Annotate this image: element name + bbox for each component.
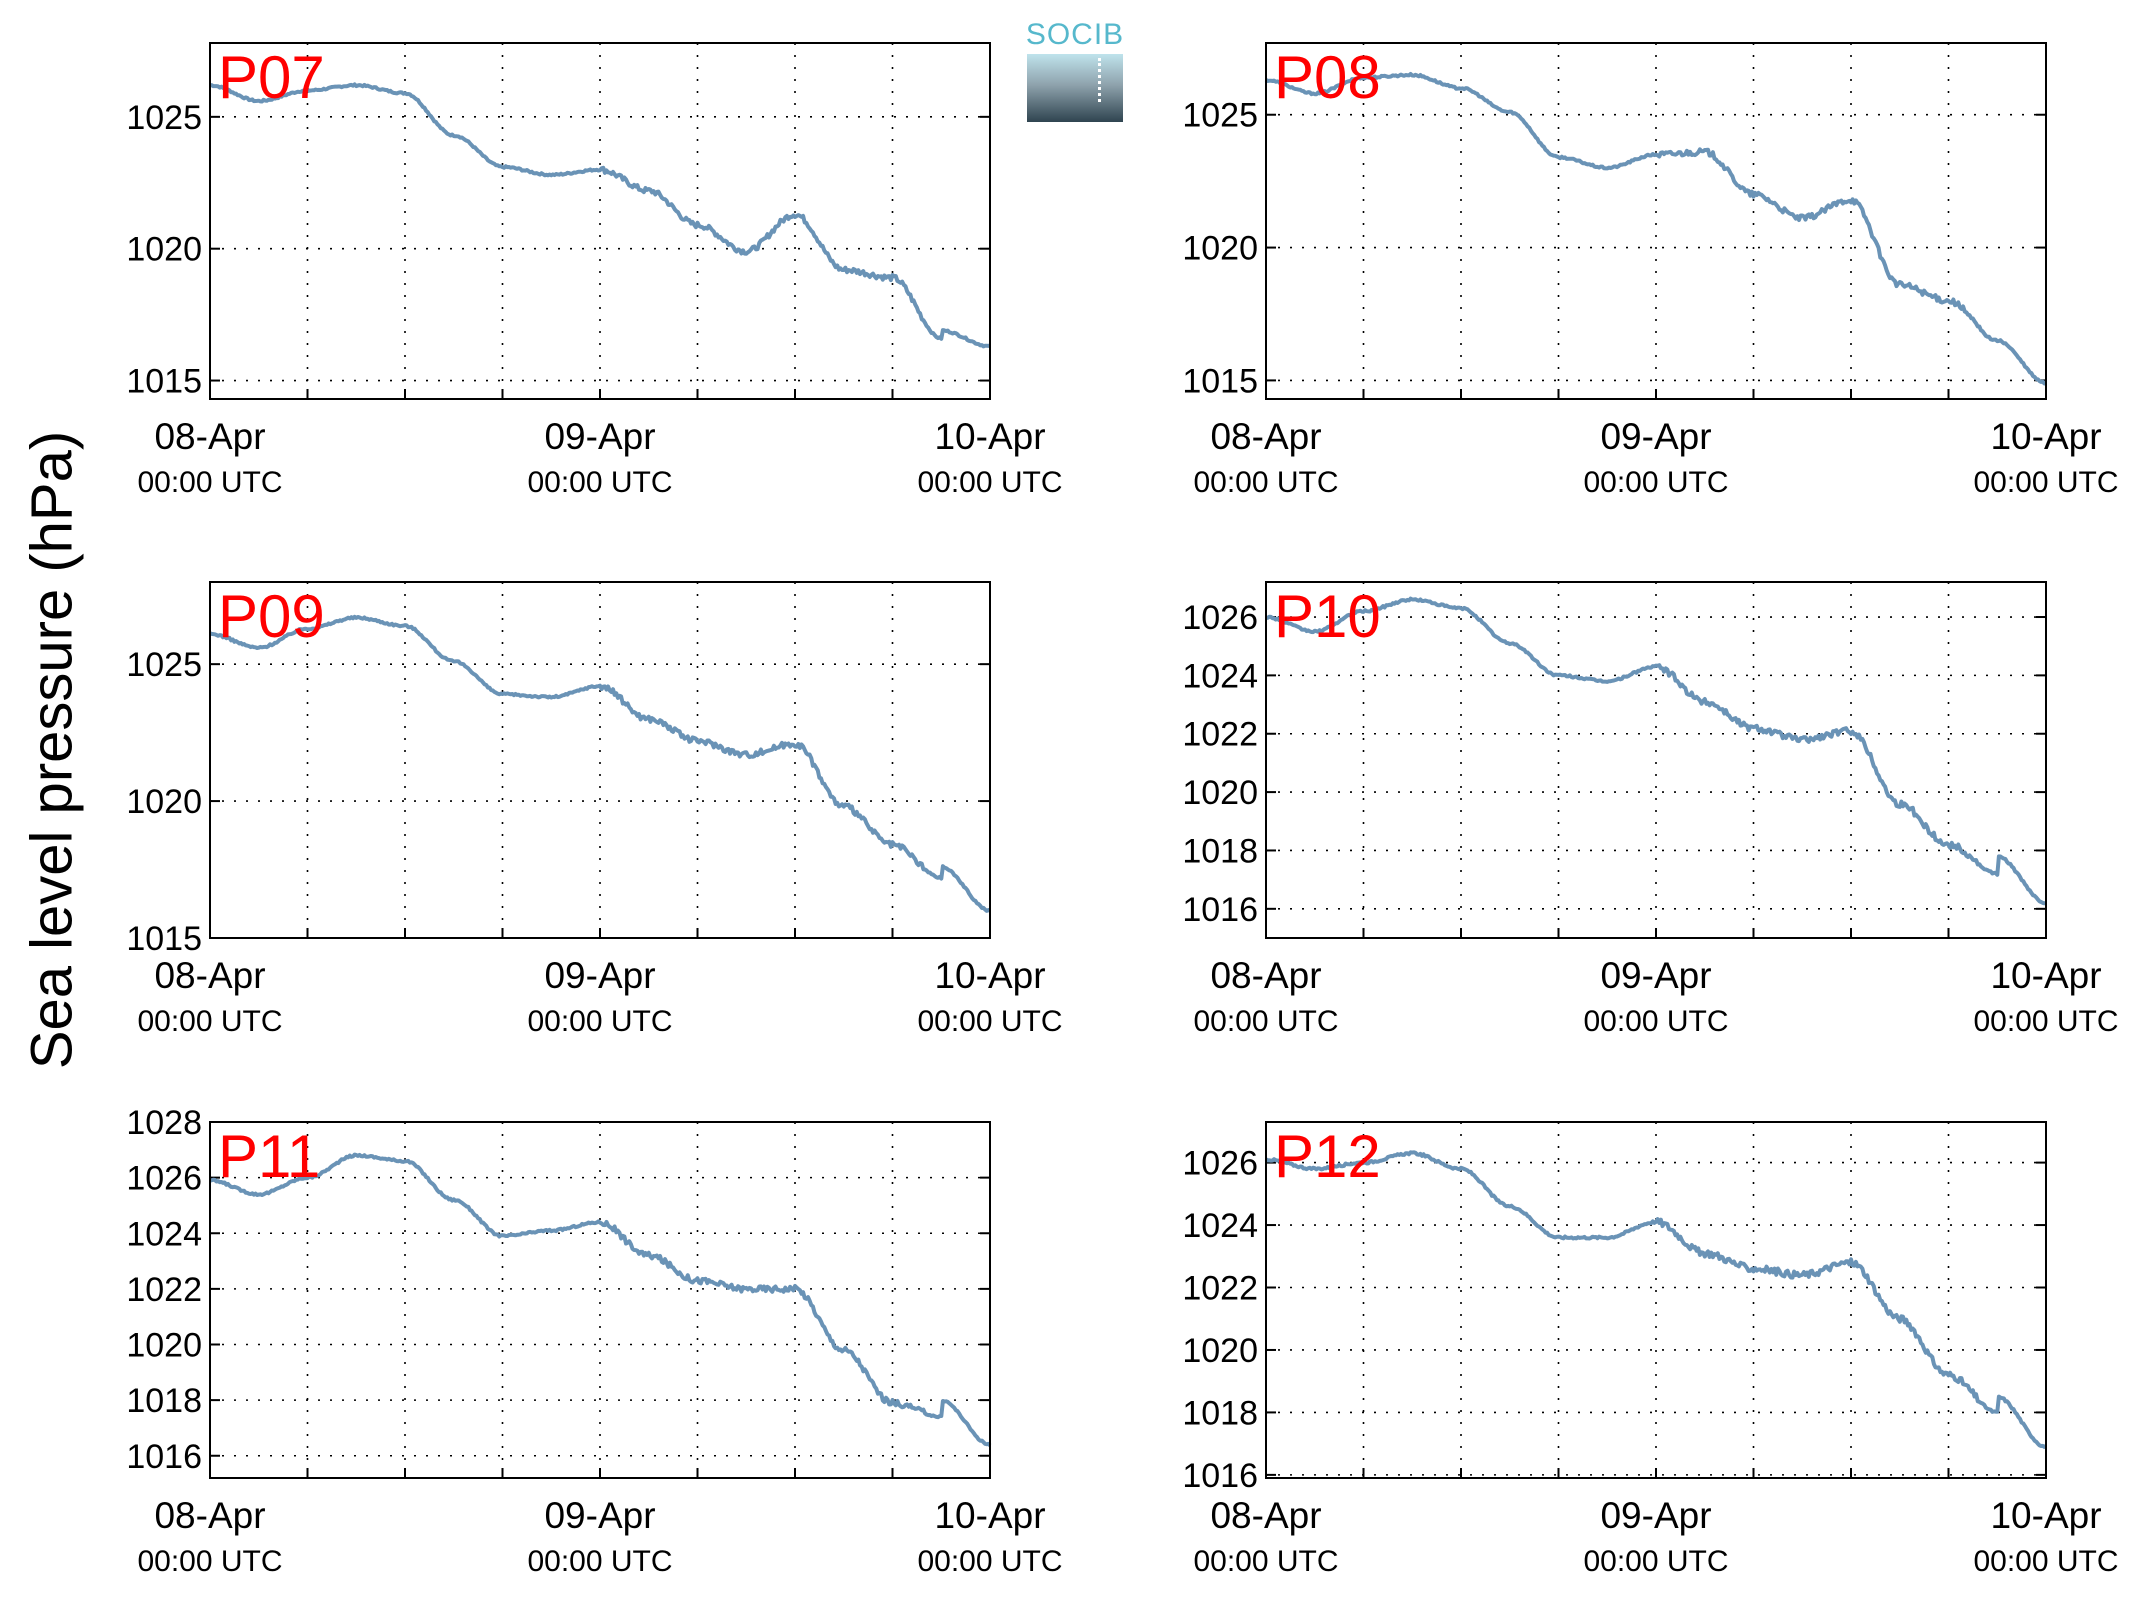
x-tick-label-time: 00:00 UTC [1193,466,1338,499]
y-tick-label: 1018 [1182,1394,1258,1432]
logo-text: SOCIB [1025,18,1125,51]
y-tick-label: 1015 [1182,362,1258,400]
x-tick-label-time: 00:00 UTC [1583,1005,1728,1038]
panel-title: P07 [218,44,325,111]
x-tick-label-date: 09-Apr [544,1495,655,1536]
y-tick-label: 1025 [1182,97,1258,135]
panel-p10: 1016 1018 1020 1022 1024 1026 08-Apr 00:00 UTC 0… [1182,581,2119,1038]
panel-title: P10 [1274,583,1381,650]
x-tick-label-time: 00:00 UTC [527,466,672,499]
x-tick-label-time: 00:00 UTC [1193,1005,1338,1038]
x-tick-label-time: 00:00 UTC [917,466,1062,499]
x-tick-label-time: 00:00 UTC [917,1005,1062,1038]
x-tick-label-time: 00:00 UTC [917,1545,1062,1578]
axes-frame [209,581,991,939]
x-tick-label-time: 00:00 UTC [137,466,282,499]
panel-title: P08 [1274,44,1381,111]
x-tick-label-time: 00:00 UTC [527,1005,672,1038]
socib-logo: SOCIB [1024,18,1126,122]
panel-p12: 1016 1018 1020 1022 1024 1026 08-Apr 00:00 UTC 0… [1182,1121,2119,1578]
x-tick-label-date: 08-Apr [1210,955,1321,996]
x-tick-label-date: 08-Apr [1210,1495,1321,1536]
axes-frame [1265,581,2047,939]
y-axis-label-text: Sea level pressure (hPa) [19,430,85,1070]
x-tick-label-time: 00:00 UTC [1583,466,1728,499]
x-tick-label-date: 09-Apr [544,955,655,996]
x-tick-label-date: 08-Apr [1210,416,1321,457]
axes-frame [1265,1121,2047,1479]
y-tick-label: 1028 [126,1104,202,1142]
y-tick-label: 1015 [126,363,202,401]
y-tick-label: 1022 [1182,716,1258,754]
y-tick-label: 1020 [126,783,202,821]
panel-p08: 1015 1020 1025 08-Apr 00:00 UTC 09-Apr 00:00 U… [1182,42,2119,499]
y-tick-label: 1025 [126,646,202,684]
panel-title: P09 [218,583,325,650]
axes-frame [209,1121,991,1479]
axes-frame [1265,42,2047,400]
panel-p09: 1015 1020 1025 08-Apr 00:00 UTC 09-Apr 00:00 U… [126,581,1063,1038]
x-tick-label-date: 10-Apr [934,1495,1045,1536]
x-tick-label-date: 10-Apr [934,955,1045,996]
y-tick-label: 1022 [126,1271,202,1309]
y-tick-label: 1026 [1182,1145,1258,1183]
y-tick-label: 1020 [1182,1332,1258,1370]
x-tick-label-date: 09-Apr [1600,955,1711,996]
y-tick-label: 1016 [126,1438,202,1476]
x-tick-label-date: 10-Apr [934,416,1045,457]
y-tick-label: 1016 [1182,891,1258,929]
y-tick-label: 1024 [1182,1207,1258,1245]
y-tick-label: 1020 [126,231,202,269]
series-line [209,82,991,349]
y-tick-label: 1020 [126,1327,202,1365]
panel-p07: 1015 1020 1025 08-Apr 00:00 UTC 09-Apr 00:00 U… [126,42,1063,499]
panel-title: P12 [1274,1123,1381,1190]
x-tick-label-time: 00:00 UTC [1193,1545,1338,1578]
x-tick-label-time: 00:00 UTC [527,1545,672,1578]
y-tick-label: 1016 [1182,1457,1258,1495]
y-tick-label: 1024 [1182,657,1258,695]
panel-p11: 1016 1018 1020 1022 1024 1026 1028 08-Apr 00:00 … [126,1104,1062,1578]
series-line [209,614,991,913]
x-tick-label-time: 00:00 UTC [137,1005,282,1038]
y-tick-label: 1024 [126,1215,202,1253]
series-line [1264,1150,2048,1449]
x-tick-label-date: 09-Apr [1600,416,1711,457]
x-tick-label-time: 00:00 UTC [1973,1545,2118,1578]
y-tick-label: 1018 [1182,832,1258,870]
y-tick-label: 1018 [126,1382,202,1420]
x-tick-label-time: 00:00 UTC [1973,466,2118,499]
x-tick-label-date: 08-Apr [154,955,265,996]
series-line [1265,596,2047,906]
y-tick-label: 1015 [126,920,202,958]
x-tick-label-date: 10-Apr [1990,416,2101,457]
x-tick-label-time: 00:00 UTC [137,1545,282,1578]
y-tick-label: 1026 [126,1160,202,1198]
x-tick-label-date: 09-Apr [1600,1495,1711,1536]
x-tick-label-date: 08-Apr [154,1495,265,1536]
x-tick-label-date: 10-Apr [1990,1495,2101,1536]
y-tick-label: 1025 [126,99,202,137]
axes-frame [209,42,991,400]
x-tick-label-date: 09-Apr [544,416,655,457]
x-tick-label-date: 08-Apr [154,416,265,457]
x-tick-label-date: 10-Apr [1990,955,2101,996]
panel-title: P11 [218,1123,320,1190]
y-tick-label: 1026 [1182,599,1258,637]
series-line [1264,72,2047,386]
series-line [209,1152,992,1447]
x-tick-label-time: 00:00 UTC [1583,1545,1728,1578]
logo-graphic [1027,54,1123,122]
y-tick-label: 1020 [1182,230,1258,268]
y-tick-label: 1020 [1182,774,1258,812]
y-tick-label: 1022 [1182,1270,1258,1308]
x-tick-label-time: 00:00 UTC [1973,1005,2118,1038]
